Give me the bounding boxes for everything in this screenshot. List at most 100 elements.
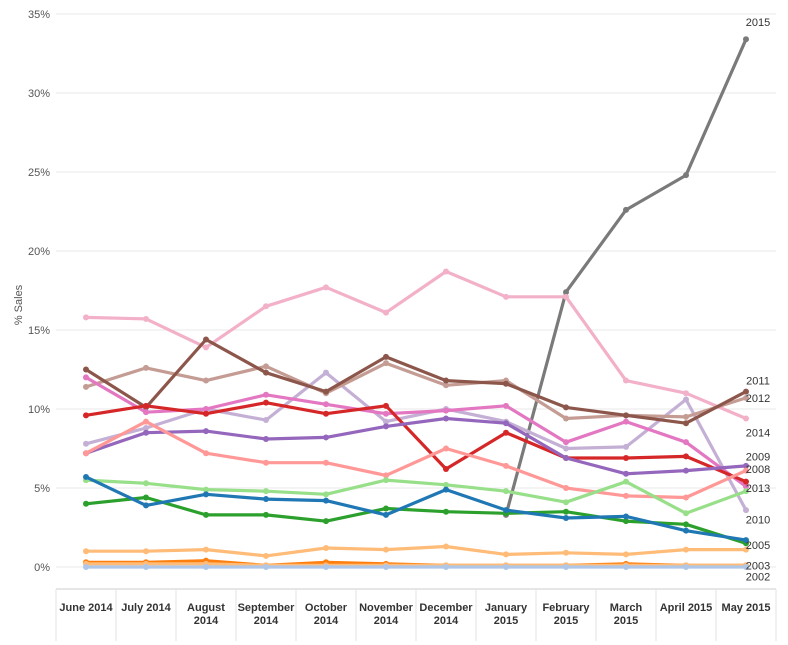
data-point [683,546,689,553]
data-point [83,564,89,570]
y-tick-label: 25% [28,167,50,179]
y-tick-label: 0% [34,562,50,574]
data-point [563,404,569,411]
data-point [203,511,209,518]
data-point [383,402,389,409]
x-tick-line: February [542,602,590,614]
data-point [143,494,149,501]
data-point [563,289,569,296]
series-line [84,544,748,558]
data-point [263,391,269,398]
data-point [143,418,149,425]
series-end-label: 2014 [746,428,770,440]
data-point [623,492,629,499]
data-point [263,399,269,406]
data-point [143,548,149,555]
x-tick-line: 2015 [494,615,518,627]
data-point [443,377,449,384]
data-point [563,485,569,491]
y-tick-label: 15% [28,325,50,337]
data-point [503,402,509,409]
series-unlabeled-5 [83,374,749,490]
data-point [383,410,389,417]
data-point [563,549,569,556]
data-point [83,440,89,447]
data-point [503,507,509,514]
x-tick-line: 2015 [554,615,578,627]
y-tick-label: 10% [28,404,50,416]
data-point [383,505,389,512]
data-point [143,424,149,431]
data-point [143,409,149,416]
data-point [743,537,749,544]
data-point [563,445,569,452]
data-point [263,552,269,559]
data-point [143,364,149,371]
series-2014 [83,268,749,422]
x-tick-line: January [485,602,528,614]
data-point [683,413,689,420]
data-point [83,473,89,480]
series-line [84,416,748,476]
data-point [563,499,569,506]
data-point [563,415,569,422]
data-point [623,478,629,485]
data-point [203,377,209,384]
data-point [743,462,749,469]
x-tick-label: December 2014 [419,602,473,627]
data-point [83,548,89,555]
data-point [143,429,149,436]
data-point [203,486,209,493]
data-point [623,564,629,570]
y-tick-label: 30% [28,88,50,100]
series-end-label: 2005 [746,540,770,552]
series-line [84,401,748,484]
data-point [383,546,389,553]
data-point [263,496,269,503]
series-line [84,375,748,488]
data-point [743,36,749,43]
data-point [383,353,389,360]
data-point [623,518,629,525]
data-point [203,410,209,417]
x-tick-line: 2014 [254,615,279,627]
data-point [443,415,449,422]
x-tick-label: September 2014 [238,602,296,627]
series-end-label: 2013 [746,483,770,495]
data-point [143,502,149,509]
data-point [323,564,329,570]
data-point [563,515,569,522]
data-point [383,477,389,484]
series-end-label: 2012 [746,393,770,405]
data-point [503,429,509,436]
data-point [203,564,209,570]
data-point [623,418,629,425]
data-point [503,420,509,427]
x-tick-line: 2014 [314,615,339,627]
data-point [383,564,389,570]
data-point [683,396,689,403]
data-point [263,511,269,518]
data-point [323,491,329,498]
x-tick-label: June 2014 [59,602,113,614]
data-point [683,390,689,397]
data-point [383,423,389,430]
data-point [743,507,749,514]
series-end-label: 2009 [746,451,770,463]
data-point [623,443,629,450]
data-point [203,406,209,412]
y-axis-ticks: 0% 5% 10% 15% 20% 25% 30% 35% [28,9,50,574]
x-tick-label: February 2015 [542,602,590,627]
x-tick-line: May 2015 [722,602,771,614]
x-tick-line: October [305,602,348,614]
data-point [263,436,269,443]
x-tick-line: 2014 [194,615,219,627]
data-point [443,564,449,570]
data-point [323,545,329,552]
data-point [203,344,209,351]
data-point [263,488,269,495]
data-point [203,336,209,343]
data-point [683,527,689,534]
data-point [683,467,689,474]
